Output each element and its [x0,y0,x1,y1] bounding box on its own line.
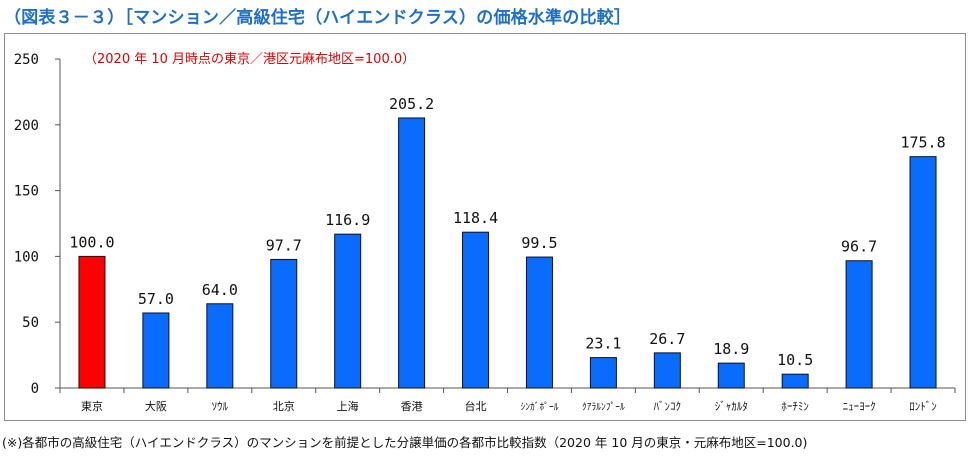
chart-annotation: （2020 年 10 月時点の東京／港区元麻布地区=100.0） [84,51,415,67]
bar-6 [398,117,426,389]
value-label: 205.2 [389,95,434,113]
y-tick-label: 250 [14,52,39,68]
category-label: ﾊﾞﾝｺｸ [654,400,682,413]
category-label: ﾎｰﾁﾐﾝ [781,400,809,413]
category-label: 北京 [273,399,295,413]
bar-2 [142,312,170,389]
figure-title: （図表３－３）［マンション／高級住宅（ハイエンドクラス）の価格水準の比較］ [4,8,632,28]
bar-14 [909,156,937,389]
value-label: 175.8 [900,134,945,152]
value-label: 97.7 [266,236,302,254]
bar-chart: （2020 年 10 月時点の東京／港区元麻布地区=100.0） 0 50 100 15… [14,51,956,413]
bar-8 [525,256,553,389]
value-label: 18.9 [713,340,749,358]
value-label: 100.0 [69,233,114,251]
category-label: 上海 [337,399,359,413]
bar-7 [462,231,490,389]
value-label: 116.9 [325,211,370,229]
y-tick-label: 100 [14,249,39,265]
footnote: (※)各都市の高級住宅（ハイエンドクラス）のマンションを前提とした分譲単価の各都… [2,435,808,450]
value-label: 57.0 [138,290,174,308]
category-label: ｼﾝｶﾞﾎﾟｰﾙ [520,402,558,413]
y-tick-label: 0 [31,381,39,397]
value-label: 23.1 [585,335,621,353]
y-tick-label: 200 [14,118,39,134]
category-label: 香港 [401,400,423,413]
category-label: 大阪 [145,399,167,413]
value-label: 26.7 [649,330,685,348]
category-label: ｿｳﾙ [212,400,229,413]
bar-9 [589,357,617,389]
bar-10 [653,352,681,389]
bar-12 [781,373,809,389]
value-label: 96.7 [841,238,877,256]
bar-13 [845,260,873,389]
category-label: ﾛﾝﾄﾞﾝ [909,400,937,413]
bar-1 [78,255,106,389]
value-label: 10.5 [777,351,813,369]
category-label: ｸｱﾗﾙﾝﾌﾟｰﾙ [582,402,625,413]
chart-frame: （2020 年 10 月時点の東京／港区元麻布地区=100.0） 0 50 100 15… [4,33,966,421]
value-label: 64.0 [202,281,238,299]
bar-11 [717,362,745,389]
category-label: ｼﾞｬｶﾙﾀ [715,400,748,413]
value-label: 99.5 [521,234,557,252]
bar-3 [206,303,234,389]
category-label: 東京 [81,399,103,413]
bar-4 [270,258,298,389]
category-label: ﾆｭｰﾖｰｸ [843,400,876,413]
y-tick-label: 50 [22,315,39,331]
category-label: 台北 [465,399,487,413]
y-tick-label: 150 [14,184,39,200]
bar-5 [334,233,362,389]
value-label: 118.4 [453,209,498,227]
